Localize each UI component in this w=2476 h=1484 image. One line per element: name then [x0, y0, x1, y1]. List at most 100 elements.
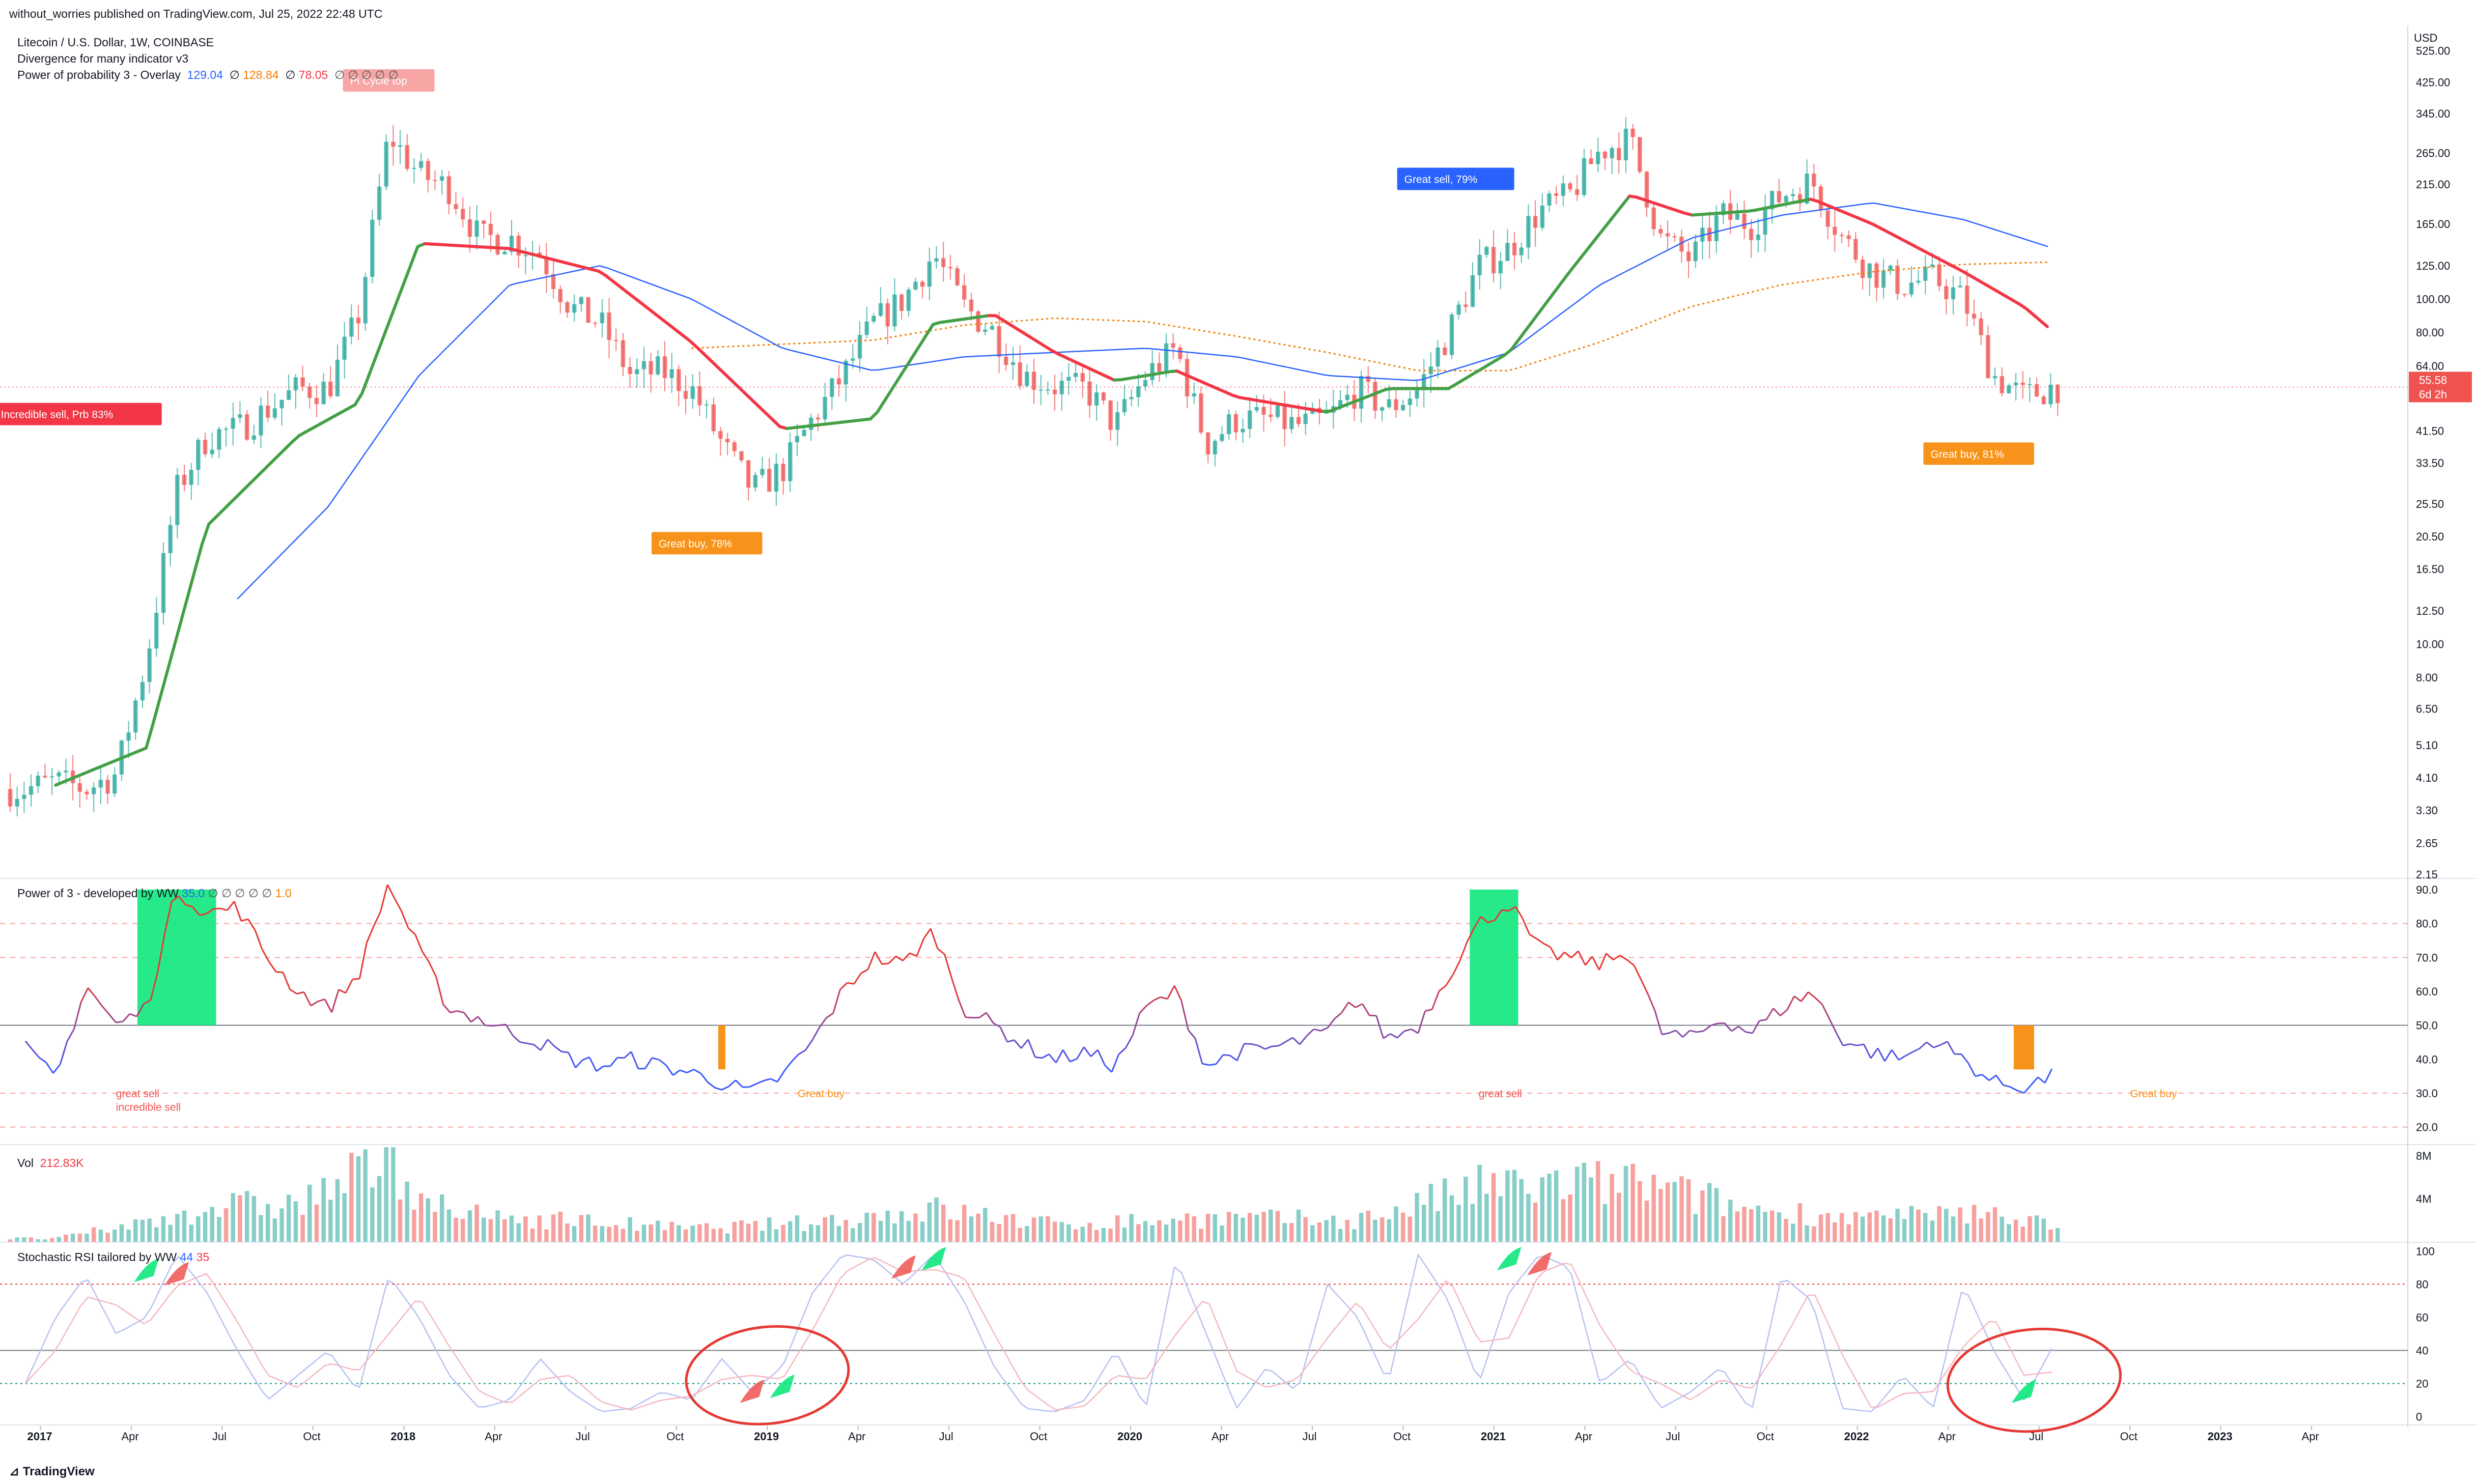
volume-bar: [182, 1210, 187, 1242]
power-of-3-line-segment: [882, 962, 889, 965]
candle-body: [906, 289, 911, 311]
volume-bar: [746, 1223, 751, 1242]
power-of-3-line-segment: [1466, 928, 1475, 943]
power-of-3-line-segment: [1647, 993, 1656, 1011]
candle-body: [1213, 441, 1218, 454]
trend-ema-segment: [910, 345, 921, 359]
power-of-3-line-segment: [582, 1056, 590, 1061]
power-of-3-line-segment: [1139, 1005, 1147, 1014]
power-of-3-line-segment: [1439, 985, 1447, 992]
candle-body: [823, 396, 827, 420]
volume-bar: [133, 1219, 138, 1242]
volume-bar: [1721, 1216, 1726, 1242]
candle-body: [15, 798, 19, 807]
volume-bar: [1150, 1225, 1155, 1242]
candle-body: [175, 475, 180, 525]
trend-ema-segment: [374, 336, 385, 358]
price-axis-tick: 125.00: [2416, 260, 2450, 272]
power-of-3-line-segment: [317, 998, 325, 1003]
candle-body: [495, 235, 500, 254]
volume-bar: [488, 1219, 493, 1242]
candle-body: [1602, 152, 1608, 158]
volume-bar: [1324, 1220, 1329, 1242]
power-of-3-signal-label: great sell: [1479, 1088, 1522, 1100]
candle-body: [1951, 287, 1956, 299]
volume-bar: [1108, 1229, 1113, 1242]
price-axis-tick: 265.00: [2416, 147, 2450, 160]
volume-bar: [906, 1220, 911, 1242]
candle-body: [725, 439, 730, 443]
volume-bar: [1185, 1213, 1190, 1242]
trend-ema-segment: [876, 399, 886, 414]
volume-bar: [781, 1224, 785, 1242]
candle-body: [2007, 385, 2011, 393]
time-axis-tick: 2022: [1844, 1430, 1869, 1443]
candle-body: [1004, 356, 1008, 365]
volume-bar: [649, 1224, 653, 1242]
volume-bar: [976, 1213, 980, 1242]
power-of-3-line-segment: [338, 989, 346, 994]
candle-body: [1400, 405, 1405, 410]
volume-bar: [753, 1220, 758, 1242]
volume-bar: [77, 1233, 82, 1242]
grid-layer: [0, 25, 2476, 1428]
candle-body: [467, 219, 472, 237]
power-of-3-line-segment: [749, 1082, 757, 1088]
power-of-3-line-segment: [129, 1013, 137, 1017]
power-of-3-line-segment: [414, 934, 423, 952]
time-axis-tick: Apr: [848, 1430, 865, 1443]
volume-bar: [641, 1224, 646, 1242]
power-of-3-pane[interactable]: great sell incredible sell Great buy great …: [0, 884, 2408, 1128]
candle-body: [781, 464, 785, 481]
power-of-3-line-segment: [1765, 1008, 1774, 1020]
price-pane[interactable]: [0, 117, 2408, 817]
candle-body: [1944, 286, 1949, 299]
candle-body: [1610, 148, 1614, 158]
power-of-3-line-segment: [1703, 1024, 1711, 1032]
power-of-3-line-segment: [213, 907, 220, 910]
time-axis-tick: Apr: [1212, 1430, 1229, 1443]
candle-body: [983, 329, 988, 332]
power-of-3-line-segment: [1390, 1033, 1398, 1039]
volume-bar: [1958, 1207, 1962, 1242]
stoch-rsi-k-line: [24, 1253, 2053, 1412]
volume-bar: [1143, 1221, 1148, 1242]
volume-bar: [1651, 1175, 1656, 1242]
volume-bar: [1679, 1176, 1684, 1242]
trend-ema-segment: [743, 391, 754, 402]
power-of-3-line-segment: [1690, 1030, 1697, 1033]
candle-body: [1282, 405, 1287, 430]
candle-body: [1443, 347, 1447, 355]
power-of-3-line-segment: [1173, 985, 1183, 1001]
candle-body: [398, 145, 403, 147]
annotation-great-buy: Great buy, 81%: [1923, 442, 2034, 465]
power-of-3-line-segment: [1090, 1049, 1099, 1058]
candle-body: [433, 180, 437, 181]
candle-body: [91, 787, 96, 794]
candle-body: [321, 382, 326, 405]
time-axis-tick: Oct: [666, 1430, 684, 1443]
volume-bar: [363, 1149, 368, 1242]
volume-pane[interactable]: [8, 1147, 2060, 1242]
candle-body: [1324, 412, 1329, 414]
candle-body: [593, 323, 598, 324]
time-axis-tick: Jul: [212, 1430, 227, 1443]
power-of-3-line-segment: [1042, 1053, 1050, 1059]
candle-body: [1178, 347, 1183, 359]
power-of-3-line-segment: [1097, 1049, 1106, 1066]
candle-body: [1359, 376, 1364, 409]
power-of-3-line-segment: [268, 961, 277, 973]
power-of-3-line-segment: [1209, 1063, 1217, 1066]
candle-body: [161, 553, 166, 613]
volume-bar: [223, 1208, 229, 1242]
power-of-3-line-segment: [66, 1029, 75, 1042]
stochastic-rsi-pane[interactable]: [0, 1247, 2408, 1412]
volume-bar: [1735, 1211, 1740, 1242]
price-axis-tick: 25.50: [2416, 498, 2444, 510]
volume-bar: [635, 1231, 639, 1242]
candle-body: [36, 776, 40, 786]
volume-bar: [613, 1225, 618, 1242]
power-of-3-line-segment: [2044, 1068, 2053, 1083]
time-axis-tick: Jul: [1302, 1430, 1316, 1443]
candle-body: [1421, 374, 1426, 390]
